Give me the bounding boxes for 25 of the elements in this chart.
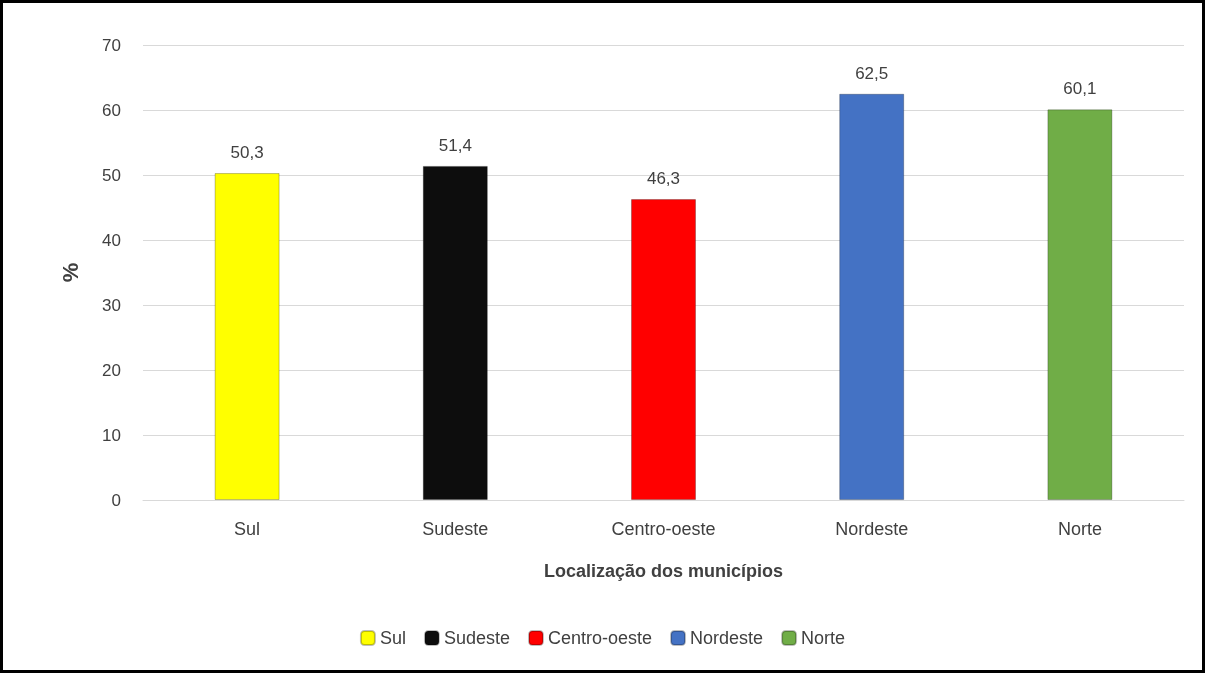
- data-label: 62,5: [855, 63, 889, 83]
- legend-label: Sudeste: [443, 628, 510, 648]
- y-tick-label: 0: [111, 490, 121, 510]
- y-axis-title: %: [57, 262, 83, 283]
- legend-label: Centro-oeste: [547, 628, 653, 648]
- legend-label: Norte: [801, 628, 846, 648]
- x-tick-label: Centro-oeste: [611, 519, 716, 539]
- x-axis-title: Localização dos municípios: [543, 561, 784, 581]
- y-tick-label: 40: [102, 230, 121, 250]
- data-label: 60,1: [1063, 79, 1097, 99]
- legend-label: Nordeste: [690, 628, 764, 648]
- x-tick-label: Nordeste: [835, 519, 909, 539]
- y-tick-label: 30: [102, 295, 121, 315]
- y-tick-label: 20: [102, 360, 121, 380]
- data-label: 51,4: [438, 135, 472, 155]
- y-tick-label: 50: [102, 165, 121, 185]
- y-tick-label: 60: [102, 100, 121, 120]
- legend-label: Sul: [379, 628, 406, 648]
- x-tick-label: Sudeste: [422, 519, 489, 539]
- data-label: 46,3: [646, 169, 681, 189]
- y-tick-label: 70: [102, 35, 121, 55]
- x-tick-label: Norte: [1057, 519, 1102, 539]
- data-label: 50,3: [230, 143, 264, 163]
- y-tick-label: 10: [102, 425, 121, 445]
- x-tick-label: Sul: [234, 519, 261, 539]
